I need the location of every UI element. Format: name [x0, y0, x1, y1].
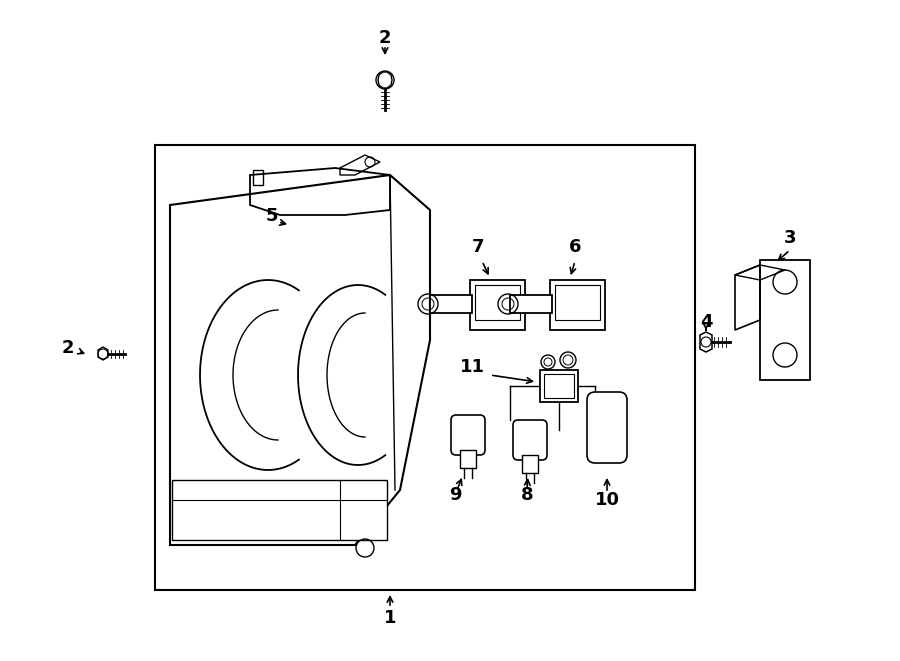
FancyBboxPatch shape [587, 392, 627, 463]
Text: 5: 5 [266, 207, 278, 225]
Bar [172, 480, 387, 540]
Text: 11: 11 [460, 358, 484, 376]
Bar [510, 295, 552, 313]
Text: 8: 8 [521, 486, 534, 504]
Text: 1: 1 [383, 609, 396, 627]
Bar [540, 370, 578, 402]
Bar [550, 280, 605, 330]
Bar [555, 285, 600, 320]
FancyBboxPatch shape [451, 415, 485, 455]
Bar [470, 280, 525, 330]
Bar [155, 145, 695, 590]
Text: 7: 7 [472, 238, 484, 256]
Text: 2: 2 [379, 29, 392, 47]
FancyBboxPatch shape [513, 420, 547, 460]
Text: 9: 9 [449, 486, 461, 504]
Bar [460, 450, 476, 468]
Text: 4: 4 [700, 313, 712, 331]
Bar [475, 285, 520, 320]
Text: 2: 2 [62, 339, 74, 357]
Text: 6: 6 [569, 238, 581, 256]
Text: 3: 3 [784, 229, 796, 247]
Bar [430, 295, 472, 313]
Text: 10: 10 [595, 491, 619, 509]
Bar [522, 455, 538, 473]
Bar [544, 374, 574, 398]
